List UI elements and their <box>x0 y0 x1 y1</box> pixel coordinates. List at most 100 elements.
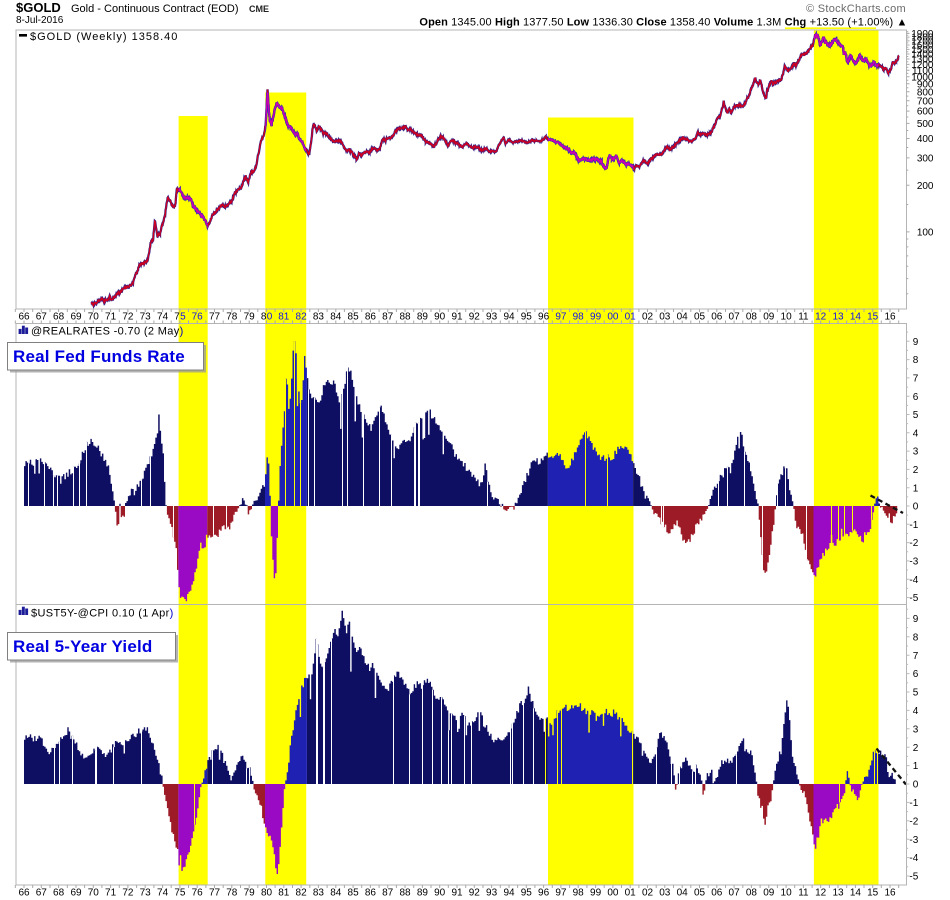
svg-text:1300: 1300 <box>911 55 934 66</box>
svg-text:1600: 1600 <box>911 41 934 52</box>
svg-text:-1: -1 <box>909 520 918 531</box>
svg-text:$UST5Y-@CPI 0.10 (1 Apr): $UST5Y-@CPI 0.10 (1 Apr) <box>31 608 174 620</box>
svg-text:Real 5-Year Yield: Real 5-Year Yield <box>13 637 152 656</box>
svg-text:3: 3 <box>913 447 919 458</box>
svg-text:02: 02 <box>642 888 654 899</box>
svg-text:7: 7 <box>174 312 180 323</box>
svg-text:07: 07 <box>729 888 741 899</box>
svg-text:-4: -4 <box>909 575 918 586</box>
svg-text:1400: 1400 <box>911 50 934 61</box>
svg-text:73: 73 <box>140 888 152 899</box>
svg-text:92: 92 <box>469 312 481 323</box>
svg-text:85: 85 <box>348 888 360 899</box>
svg-text:4: 4 <box>913 428 919 439</box>
svg-text:800: 800 <box>917 87 934 98</box>
svg-text:81: 81 <box>278 888 290 899</box>
svg-text:8: 8 <box>913 632 919 643</box>
svg-text:80: 80 <box>261 888 273 899</box>
svg-text:-2: -2 <box>909 538 918 549</box>
svg-text:9: 9 <box>913 337 919 348</box>
svg-text:1800: 1800 <box>911 33 934 44</box>
svg-text:2: 2 <box>913 743 919 754</box>
svg-text:98: 98 <box>573 312 585 323</box>
svg-text:05: 05 <box>694 312 706 323</box>
svg-text:82: 82 <box>296 312 308 323</box>
svg-text:600: 600 <box>917 107 934 118</box>
svg-text:06: 06 <box>711 888 723 899</box>
svg-text:-2: -2 <box>909 816 918 827</box>
svg-text:12: 12 <box>815 888 827 899</box>
svg-text:93: 93 <box>486 312 498 323</box>
svg-text:68: 68 <box>53 312 65 323</box>
svg-text:83: 83 <box>313 888 325 899</box>
svg-text:90: 90 <box>434 312 446 323</box>
svg-text:7: 7 <box>913 374 919 385</box>
svg-text:9: 9 <box>913 614 919 625</box>
svg-text:0: 0 <box>913 502 919 513</box>
svg-text:09: 09 <box>763 312 775 323</box>
svg-text:89: 89 <box>417 312 429 323</box>
svg-text:69: 69 <box>70 888 82 899</box>
svg-text:Open 1345.00 High 1377.50 Low: Open 1345.00 High 1377.50 Low 1336.30 Cl… <box>419 17 907 29</box>
svg-text:@REALRATES -0.70 (2 May): @REALRATES -0.70 (2 May) <box>31 326 184 338</box>
svg-text:75: 75 <box>174 888 186 899</box>
svg-text:8: 8 <box>261 312 267 323</box>
svg-text:66: 66 <box>18 312 30 323</box>
svg-text:84: 84 <box>330 312 342 323</box>
svg-text:12: 12 <box>815 312 827 323</box>
svg-text:88: 88 <box>399 312 411 323</box>
svg-text:5: 5 <box>913 688 919 699</box>
svg-text:99: 99 <box>590 888 602 899</box>
svg-text:-3: -3 <box>909 557 918 568</box>
svg-text:1: 1 <box>913 483 919 494</box>
svg-text:74: 74 <box>157 312 169 323</box>
svg-text:95: 95 <box>521 312 533 323</box>
svg-text:03: 03 <box>659 312 671 323</box>
svg-text:98: 98 <box>573 888 585 899</box>
svg-text:$GOLD: $GOLD <box>16 0 61 15</box>
svg-text:1100: 1100 <box>912 66 934 77</box>
svg-text:$GOLD (Weekly) 1358.40: $GOLD (Weekly) 1358.40 <box>30 31 178 43</box>
svg-text:94: 94 <box>503 888 515 899</box>
svg-text:86: 86 <box>365 888 377 899</box>
svg-text:8-Jul-2016: 8-Jul-2016 <box>16 15 64 26</box>
svg-text:6: 6 <box>913 392 919 403</box>
svg-text:86: 86 <box>365 312 377 323</box>
svg-text:1900: 1900 <box>911 29 934 40</box>
svg-text:500: 500 <box>917 119 934 130</box>
svg-text:5: 5 <box>180 312 186 323</box>
svg-text:85: 85 <box>348 312 360 323</box>
svg-text:90: 90 <box>434 888 446 899</box>
svg-text:0: 0 <box>913 780 919 791</box>
svg-text:79: 79 <box>244 888 256 899</box>
svg-text:76: 76 <box>192 888 204 899</box>
svg-text:66: 66 <box>18 888 30 899</box>
svg-text:1200: 1200 <box>911 60 934 71</box>
svg-text:02: 02 <box>642 312 654 323</box>
svg-text:14: 14 <box>850 312 862 323</box>
svg-text:71: 71 <box>105 312 117 323</box>
svg-text:100: 100 <box>917 228 934 239</box>
svg-text:-4: -4 <box>909 853 918 864</box>
svg-text:11: 11 <box>798 312 809 323</box>
svg-text:14: 14 <box>850 888 862 899</box>
svg-text:67: 67 <box>36 312 48 323</box>
svg-text:97: 97 <box>555 312 567 323</box>
svg-text:06: 06 <box>711 312 723 323</box>
svg-text:1700: 1700 <box>911 37 934 48</box>
svg-text:77: 77 <box>209 888 221 899</box>
svg-text:88: 88 <box>399 888 411 899</box>
svg-text:97: 97 <box>555 888 567 899</box>
svg-text:16: 16 <box>884 312 896 323</box>
svg-text:72: 72 <box>122 312 134 323</box>
svg-text:00: 00 <box>607 312 619 323</box>
svg-text:900: 900 <box>917 79 934 90</box>
svg-text:70: 70 <box>88 888 100 899</box>
svg-text:77: 77 <box>209 312 221 323</box>
svg-text:96: 96 <box>538 888 550 899</box>
svg-text:-5: -5 <box>909 872 918 883</box>
svg-text:78: 78 <box>226 888 238 899</box>
svg-text:76: 76 <box>192 312 204 323</box>
svg-text:05: 05 <box>694 888 706 899</box>
svg-text:Real Fed Funds Rate: Real Fed Funds Rate <box>13 347 185 366</box>
